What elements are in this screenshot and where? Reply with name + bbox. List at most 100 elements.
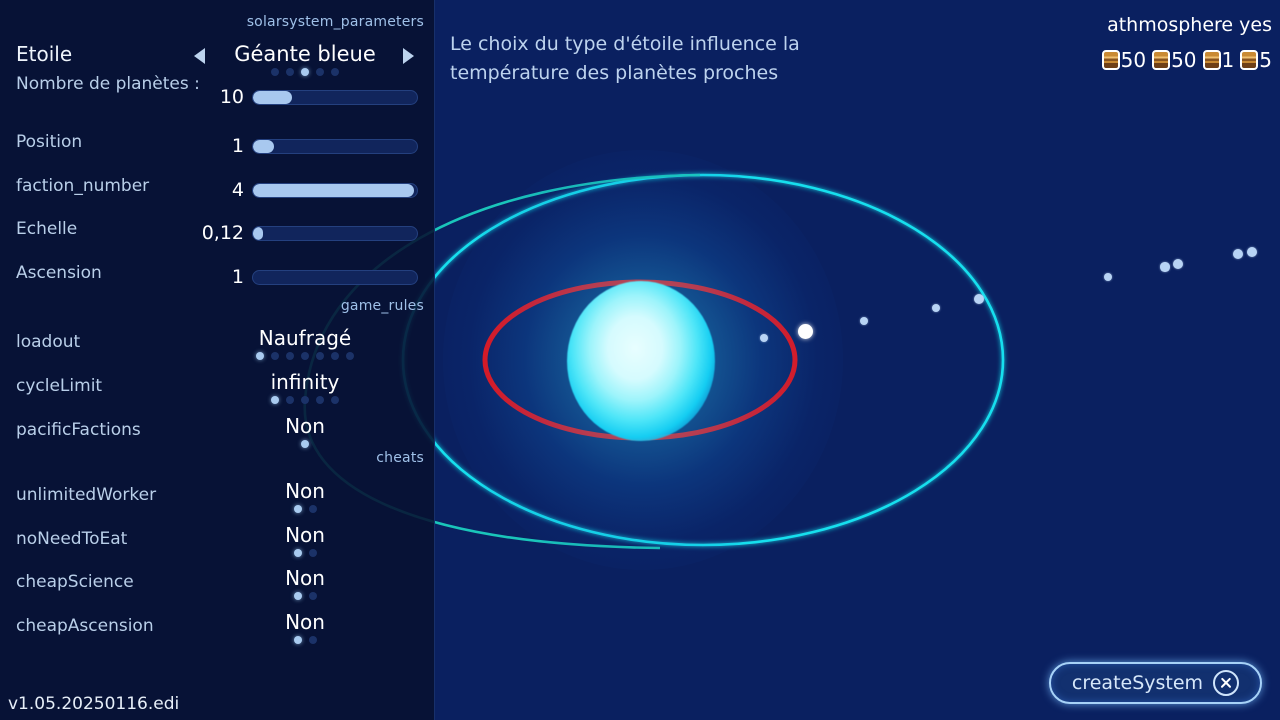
slider-track-0[interactable]	[252, 90, 418, 105]
right-arrow-icon[interactable]	[403, 48, 414, 64]
dot-0[interactable]	[271, 396, 279, 404]
resource-icon	[1152, 50, 1171, 70]
slider-track-3[interactable]	[252, 226, 418, 241]
option-label-pacificFactions: pacificFactions	[16, 420, 141, 440]
section-title-game-rules: game_rules	[340, 298, 424, 314]
resource-item-2: 1	[1202, 48, 1235, 72]
dot-5[interactable]	[331, 352, 339, 360]
slider-label-2: faction_number	[16, 176, 150, 196]
dot-0[interactable]	[271, 68, 279, 76]
planet-6[interactable]	[1160, 262, 1170, 272]
hint-line-1: Le choix du type d'étoile influence la	[450, 33, 800, 55]
option-value-noNeedToEat: Non	[285, 523, 325, 547]
option-value-cheapAscension: Non	[285, 610, 325, 634]
option-label-noNeedToEat: noNeedToEat	[16, 529, 128, 549]
option-value-cheapScience: Non	[285, 566, 325, 590]
planet-1[interactable]	[797, 323, 813, 339]
option-label-cheapAscension: cheapAscension	[16, 616, 154, 636]
option-dots-loadout[interactable]	[220, 352, 390, 360]
star-core	[567, 281, 715, 441]
dot-2[interactable]	[286, 352, 294, 360]
planet-3[interactable]	[931, 303, 941, 313]
dot-0[interactable]	[301, 440, 309, 448]
dot-2[interactable]	[301, 68, 309, 76]
dot-4[interactable]	[331, 68, 339, 76]
create-system-button[interactable]: createSystem	[1049, 662, 1262, 704]
slider-label-0: Nombre de planètes :	[16, 74, 200, 94]
option-value-loadout: Naufragé	[258, 326, 352, 350]
dot-0[interactable]	[256, 352, 264, 360]
slider-track-1[interactable]	[252, 139, 418, 154]
dot-3[interactable]	[301, 352, 309, 360]
dot-1[interactable]	[308, 505, 317, 513]
option-label-cheapScience: cheapScience	[16, 572, 134, 592]
version-label: v1.05.20250116.edi	[8, 694, 180, 714]
resource-value-1: 50	[1171, 48, 1197, 72]
slider-fill-3	[253, 227, 263, 240]
dot-3[interactable]	[316, 68, 324, 76]
planet-9[interactable]	[1246, 246, 1258, 258]
option-value-cycleLimit: infinity	[270, 370, 340, 394]
option-label-unlimitedWorker: unlimitedWorker	[16, 485, 157, 505]
dot-0[interactable]	[293, 505, 302, 513]
atmosphere-status: athmosphere yes	[1107, 14, 1272, 36]
resource-icon	[1240, 50, 1259, 70]
slider-fill-2	[253, 184, 414, 197]
option-dots-cycleLimit[interactable]	[220, 396, 390, 404]
slider-track-4[interactable]	[252, 270, 418, 285]
dot-1[interactable]	[286, 68, 294, 76]
create-system-label: createSystem	[1071, 672, 1204, 694]
dot-3[interactable]	[316, 396, 324, 404]
option-dots-noNeedToEat[interactable]	[220, 549, 390, 557]
planet-2[interactable]	[860, 317, 868, 325]
dot-1[interactable]	[308, 636, 317, 644]
dot-1[interactable]	[308, 592, 317, 600]
slider-value-1: 1	[231, 135, 244, 157]
dot-6[interactable]	[346, 352, 354, 360]
planet-7[interactable]	[1173, 259, 1183, 269]
section-title-cheats: cheats	[376, 450, 424, 466]
option-dots-unlimitedWorker[interactable]	[220, 505, 390, 513]
slider-value-4: 1	[231, 266, 244, 288]
left-arrow-icon[interactable]	[194, 48, 205, 64]
slider-value-2: 4	[231, 179, 244, 201]
option-value-unlimitedWorker: Non	[285, 479, 325, 503]
dot-1[interactable]	[286, 396, 294, 404]
star-type-hint: Le choix du type d'étoile influence la t…	[450, 30, 880, 88]
resource-value-0: 50	[1120, 48, 1147, 72]
slider-label-4: Ascension	[16, 263, 102, 283]
dot-0[interactable]	[293, 636, 302, 644]
dot-2[interactable]	[301, 396, 309, 404]
row-label-etoile: Etoile	[16, 42, 73, 66]
option-label-loadout: loadout	[16, 332, 81, 352]
dot-1[interactable]	[271, 352, 279, 360]
option-dots-cheapScience[interactable]	[220, 592, 390, 600]
planet-0[interactable]	[760, 334, 768, 342]
resource-item-1: 50	[1152, 48, 1197, 72]
dot-4[interactable]	[331, 396, 339, 404]
parameters-sidebar: solarsystem_parameters Etoile Géante ble…	[0, 0, 435, 720]
resource-icon	[1101, 50, 1120, 70]
section-title-solarsystem-parameters: solarsystem_parameters	[246, 14, 424, 30]
slider-value-0: 10	[219, 86, 244, 108]
planet-8[interactable]	[1233, 249, 1243, 259]
resource-item-0: 50	[1101, 48, 1147, 72]
dot-1[interactable]	[308, 549, 317, 557]
close-x-icon[interactable]	[1213, 670, 1240, 696]
dot-0[interactable]	[293, 549, 302, 557]
planet-5[interactable]	[1104, 273, 1112, 281]
option-dots-cheapAscension[interactable]	[220, 636, 390, 644]
resource-value-3: 5	[1259, 48, 1272, 72]
dot-4[interactable]	[316, 352, 324, 360]
option-dots-pacificFactions[interactable]	[220, 440, 390, 448]
row-value-etoile: Géante bleue	[234, 42, 376, 66]
planet-4[interactable]	[974, 294, 984, 304]
option-value-pacificFactions: Non	[285, 414, 325, 438]
slider-track-2[interactable]	[252, 183, 418, 198]
slider-label-1: Position	[16, 132, 83, 152]
resource-bar: 50 50 1 5	[1101, 48, 1272, 72]
dot-0[interactable]	[293, 592, 302, 600]
dots-etoile[interactable]	[220, 68, 390, 76]
resource-value-2: 1	[1221, 48, 1235, 72]
